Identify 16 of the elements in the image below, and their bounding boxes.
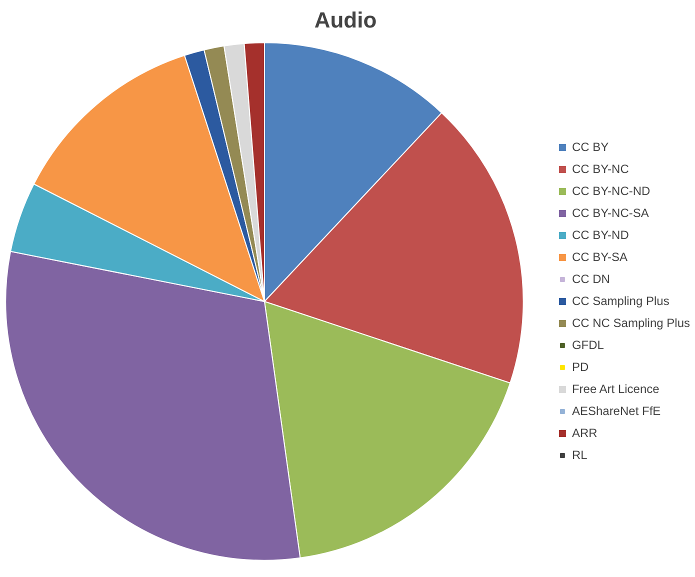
legend-label: PD xyxy=(572,360,590,374)
legend-label: CC DN xyxy=(572,272,610,286)
legend-label: CC Sampling Plus xyxy=(572,294,670,308)
legend-label: CC BY-SA xyxy=(572,250,628,264)
legend-label: GFDL xyxy=(572,338,604,352)
legend-label: CC BY-ND xyxy=(572,228,629,242)
legend-label: CC BY-NC xyxy=(572,162,629,176)
legend-label: CC BY-NC-SA xyxy=(572,206,649,220)
legend-label: ARR xyxy=(572,426,598,440)
legend-label: Free Art Licence xyxy=(572,382,660,396)
legend-label: AEShareNet FfE xyxy=(572,404,661,418)
chart-title: Audio xyxy=(314,8,377,32)
legend-label: CC BY-NC-ND xyxy=(572,184,650,198)
legend-label: CC BY xyxy=(572,140,609,154)
legend-label: CC NC Sampling Plus xyxy=(572,316,690,330)
legend-label: RL xyxy=(572,448,588,462)
